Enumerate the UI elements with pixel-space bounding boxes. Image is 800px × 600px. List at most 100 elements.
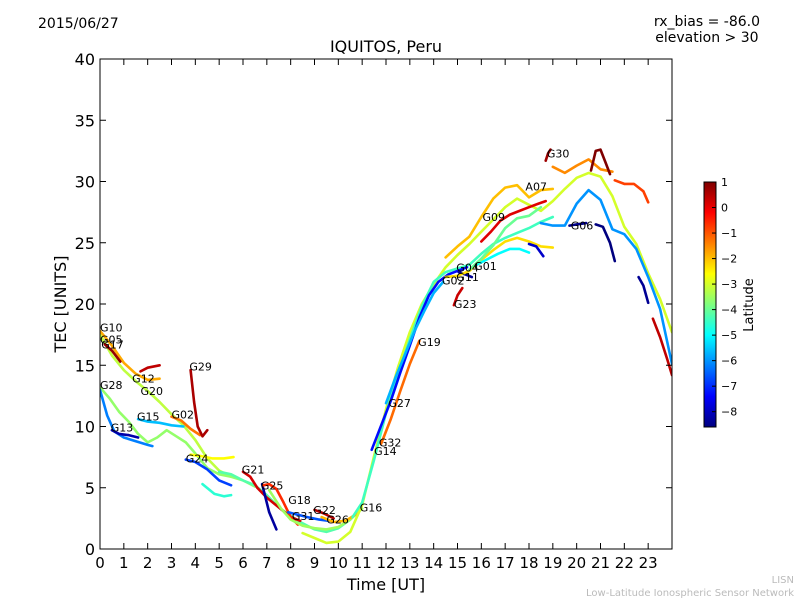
x-tick-label: 5 — [214, 554, 224, 572]
prn-label: G02 — [172, 408, 195, 421]
y-axis-label: TEC [UNITS] — [51, 256, 70, 354]
series-line-36 — [539, 188, 672, 366]
series-line-2 — [103, 343, 122, 363]
x-tick-label: 18 — [519, 554, 538, 572]
series-line-9 — [189, 368, 209, 438]
series-line-31 — [472, 247, 531, 268]
y-tick-label: 20 — [75, 295, 95, 314]
prn-label: G25 — [261, 479, 284, 492]
y-tick-label: 0 — [85, 540, 95, 559]
series-line-33 — [544, 148, 552, 162]
series-line-18 — [286, 510, 331, 523]
colorbar-tick-label: −8 — [721, 406, 737, 419]
x-tick-label: 13 — [400, 554, 419, 572]
x-tick-label: 9 — [310, 554, 320, 572]
series-line-10 — [184, 458, 233, 487]
prn-label: G31 — [292, 510, 315, 523]
prn-label: G09 — [483, 211, 506, 224]
series-line-40 — [637, 275, 650, 305]
prn-label: G15 — [137, 411, 160, 424]
series-line-29 — [444, 183, 555, 259]
series-line-17 — [267, 488, 364, 531]
colorbar-tick-label: −3 — [721, 278, 737, 291]
series-line-30 — [479, 199, 548, 243]
prn-label: G13 — [111, 422, 134, 435]
series-line-15 — [260, 482, 278, 531]
x-tick-label: 15 — [448, 554, 467, 572]
series-line-38 — [594, 223, 617, 263]
prn-label: G10 — [100, 321, 123, 334]
series-line-4 — [100, 385, 257, 488]
x-tick-label: 20 — [567, 554, 586, 572]
prn-label: G23 — [454, 298, 477, 311]
series-line-1 — [100, 329, 161, 382]
series-line-21 — [301, 171, 672, 545]
series-line-22 — [351, 215, 555, 519]
colorbar-tick-layer: 1 0 −1 −2 −3 −4 −5 −6 −7 −8 — [712, 176, 737, 419]
footer-org-short: LISN — [771, 575, 794, 586]
prn-label: G28 — [100, 379, 123, 392]
x-tick-label: 21 — [591, 554, 610, 572]
colorbar — [703, 181, 717, 428]
series-line-39 — [613, 179, 650, 204]
series-line-11 — [189, 453, 235, 460]
y-tick-label: 10 — [75, 418, 95, 437]
y-tick-label: 35 — [75, 111, 95, 130]
y-tick-label: 30 — [75, 173, 95, 192]
x-tick-label: 22 — [615, 554, 634, 572]
series-line-42 — [468, 205, 543, 272]
colorbar-tick-label: 0 — [721, 202, 728, 215]
series-line-5 — [100, 388, 154, 448]
tick-layer: 0 1 2 3 4 5 6 7 8 9 10 11 12 13 14 15 16 17 18 19 20 21 22 2305… — [75, 50, 672, 572]
series-line-41 — [651, 317, 672, 377]
colorbar-tick-label: −5 — [721, 329, 737, 342]
date-label: 2015/06/27 — [38, 16, 119, 32]
series-line-25 — [384, 280, 445, 405]
colorbar-tick-label: −1 — [721, 227, 737, 240]
series-line-24 — [379, 339, 421, 445]
y-tick-label: 40 — [75, 50, 95, 69]
prn-label: G02 — [442, 275, 465, 288]
colorbar-tick-label: −4 — [721, 304, 737, 317]
prn-label: G19 — [418, 336, 441, 349]
series-line-23 — [370, 265, 469, 452]
prn-label: G04 — [456, 261, 479, 274]
x-tick-label: 1 — [119, 554, 129, 572]
plot-frame — [99, 58, 673, 550]
x-tick-label: 19 — [543, 554, 562, 572]
colorbar-tick-label: −6 — [721, 355, 737, 368]
prn-label: G22 — [313, 504, 336, 517]
y-tick-label: 25 — [75, 234, 95, 253]
series-line-37 — [568, 221, 588, 227]
prn-label: G17 — [101, 338, 124, 351]
prn-label: G24 — [186, 452, 209, 465]
x-axis-label: Time [UT] — [346, 575, 425, 594]
series-line-28 — [444, 236, 555, 279]
prn-label: G21 — [242, 463, 265, 476]
prn-label: G16 — [360, 501, 383, 514]
series-line-12 — [201, 482, 233, 498]
prn-label: G18 — [288, 494, 311, 507]
bias-label: rx_bias = -86.0 elevation > 30 — [654, 14, 760, 46]
colorbar-label: Latitude — [742, 278, 757, 332]
prn-label: A07 — [525, 180, 547, 193]
footer-org-long: Low-Latitude Ionospheric Sensor Network — [586, 588, 794, 599]
x-tick-label: 10 — [329, 554, 348, 572]
series-line-35 — [589, 148, 612, 176]
prn-label: G06 — [571, 220, 594, 233]
prn-label: G26 — [326, 514, 349, 527]
prn-label: G14 — [374, 445, 397, 458]
prn-label: G01 — [474, 260, 497, 273]
prn-label: G20 — [141, 385, 164, 398]
series-line-19 — [313, 508, 335, 520]
colorbar-tick-label: −7 — [721, 380, 737, 393]
y-tick-label: 15 — [75, 356, 95, 375]
series-line-26 — [452, 286, 464, 307]
x-tick-label: 14 — [424, 554, 443, 572]
prn-label: G32 — [379, 436, 402, 449]
series-line-32 — [527, 242, 545, 258]
x-tick-label: 0 — [95, 554, 105, 572]
series-line-6 — [110, 428, 140, 439]
series-line-3 — [139, 363, 161, 373]
